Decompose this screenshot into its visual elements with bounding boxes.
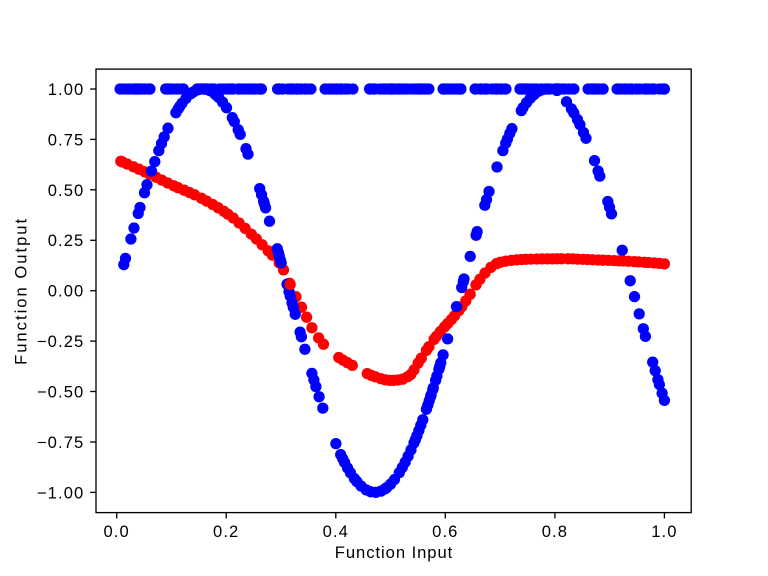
svg-text:0.50: 0.50	[48, 181, 85, 200]
svg-text:−0.75: −0.75	[37, 433, 85, 452]
svg-text:0.4: 0.4	[323, 522, 349, 541]
svg-text:0.6: 0.6	[432, 522, 458, 541]
svg-text:0.75: 0.75	[48, 130, 85, 149]
svg-text:−1.00: −1.00	[37, 483, 85, 502]
svg-text:−0.25: −0.25	[37, 332, 85, 351]
svg-text:1.00: 1.00	[48, 80, 85, 99]
svg-text:1.0: 1.0	[651, 522, 677, 541]
svg-text:0.0: 0.0	[104, 522, 130, 541]
svg-text:0.00: 0.00	[48, 282, 85, 301]
svg-text:−0.50: −0.50	[37, 382, 85, 401]
svg-text:0.2: 0.2	[213, 522, 239, 541]
svg-text:0.8: 0.8	[542, 522, 568, 541]
svg-text:Function Output: Function Output	[12, 217, 31, 365]
svg-text:Function Input: Function Input	[335, 543, 453, 562]
svg-text:0.25: 0.25	[48, 231, 85, 250]
